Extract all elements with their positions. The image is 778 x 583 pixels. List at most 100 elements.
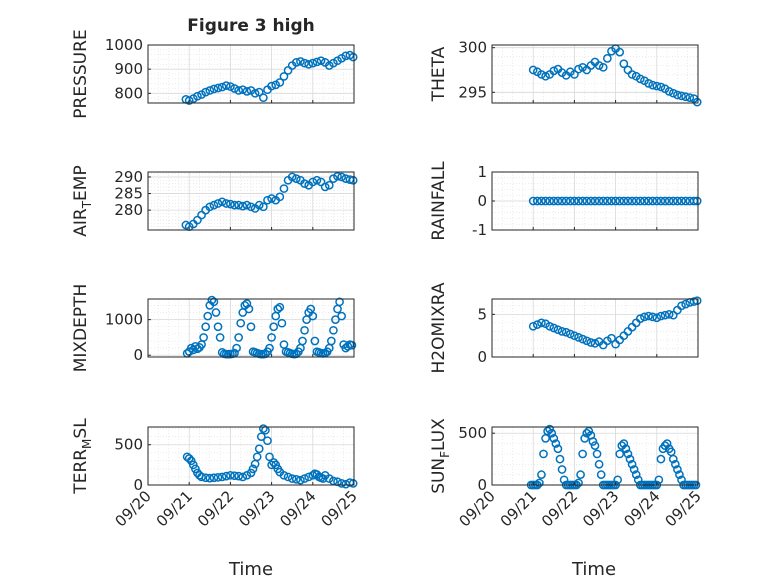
- y-label-part: LUX: [429, 418, 449, 451]
- subplot-theta: 295 300 THETA: [429, 39, 702, 107]
- data-point: [574, 478, 583, 488]
- data-point: [631, 470, 641, 479]
- y-axis-label-rainfall: RAINFALL: [429, 161, 449, 241]
- data-point: [273, 304, 283, 314]
- data-point: [308, 311, 318, 321]
- data-point: [246, 202, 256, 212]
- y-tick-label: 1: [477, 163, 487, 181]
- data-point: [246, 322, 256, 332]
- data-point: [331, 315, 340, 324]
- data-point: [184, 96, 194, 105]
- data-point: [283, 472, 293, 482]
- series-pressure: [181, 50, 358, 105]
- grid-theta: [492, 45, 698, 103]
- data-point: [213, 83, 223, 93]
- data-point: [592, 449, 602, 459]
- data-point: [623, 449, 633, 459]
- data-point: [574, 64, 583, 74]
- data-point: [644, 311, 653, 321]
- data-point: [619, 59, 629, 69]
- data-point: [532, 320, 542, 329]
- y-tick-label: 300: [458, 39, 487, 57]
- data-point: [329, 325, 338, 335]
- data-point: [660, 196, 670, 206]
- data-point: [625, 454, 635, 464]
- data-point: [528, 321, 538, 331]
- data-point: [209, 84, 219, 94]
- data-point: [578, 449, 587, 459]
- data-point: [590, 441, 600, 450]
- data-point: [551, 439, 561, 448]
- y-tick-label: 295: [458, 83, 487, 101]
- data-point: [207, 295, 217, 305]
- y-axis-label-pressure: PRESSURE: [71, 29, 91, 118]
- y-tick-label: 0: [133, 346, 143, 364]
- y-tick-label: 0: [477, 476, 487, 494]
- axes-box-h2omixra: [491, 298, 699, 358]
- data-point: [259, 202, 268, 212]
- axes-box-sun-flux: [491, 426, 699, 486]
- data-point: [205, 473, 215, 483]
- data-point: [326, 336, 336, 346]
- data-point: [279, 184, 289, 193]
- data-point: [590, 196, 600, 206]
- data-point: [238, 85, 248, 95]
- data-point: [250, 88, 260, 98]
- data-point: [213, 322, 223, 332]
- data-point: [613, 475, 623, 485]
- data-point: [648, 80, 658, 90]
- data-point: [205, 202, 215, 212]
- data-point: [603, 54, 612, 63]
- data-point: [557, 327, 567, 336]
- data-point: [193, 91, 202, 101]
- data-point: [287, 172, 297, 182]
- data-point: [619, 439, 629, 448]
- data-point: [337, 479, 346, 488]
- data-point: [681, 92, 690, 102]
- data-point: [574, 333, 583, 342]
- data-point: [677, 475, 686, 485]
- data-point: [541, 196, 550, 206]
- data-point: [308, 58, 318, 68]
- data-point: [549, 434, 559, 443]
- data-point: [553, 325, 563, 335]
- data-point: [629, 465, 639, 474]
- data-point: [269, 322, 279, 332]
- y-axis-label-sun-flux: SUNFLUX: [429, 418, 452, 494]
- data-point: [537, 70, 546, 79]
- data-point: [692, 196, 702, 206]
- data-point: [277, 318, 287, 328]
- data-point: [652, 81, 662, 91]
- data-point: [648, 312, 658, 322]
- data-point: [209, 473, 219, 483]
- data-point: [561, 327, 571, 337]
- data-point: [230, 84, 239, 93]
- data-point: [615, 47, 625, 57]
- data-point: [234, 471, 243, 481]
- data-point: [559, 475, 569, 485]
- data-point: [343, 341, 353, 351]
- data-point: [197, 472, 206, 482]
- data-point: [549, 66, 559, 76]
- data-point: [633, 475, 643, 485]
- data-point: [300, 474, 309, 483]
- data-point: [226, 470, 235, 480]
- data-point: [584, 426, 594, 436]
- data-point: [275, 302, 285, 312]
- data-point: [615, 449, 625, 459]
- data-point: [656, 82, 666, 92]
- data-point: [203, 311, 213, 321]
- data-point: [668, 454, 678, 464]
- data-point: [681, 299, 690, 309]
- data-point: [242, 200, 252, 210]
- data-point: [673, 196, 682, 206]
- data-point: [345, 175, 355, 184]
- y-label-subscript: M: [80, 439, 94, 449]
- data-point: [640, 196, 649, 206]
- grid-rainfall: [492, 172, 698, 230]
- data-point: [300, 325, 309, 335]
- data-point: [664, 196, 674, 206]
- y-tick-label: 500: [458, 424, 487, 442]
